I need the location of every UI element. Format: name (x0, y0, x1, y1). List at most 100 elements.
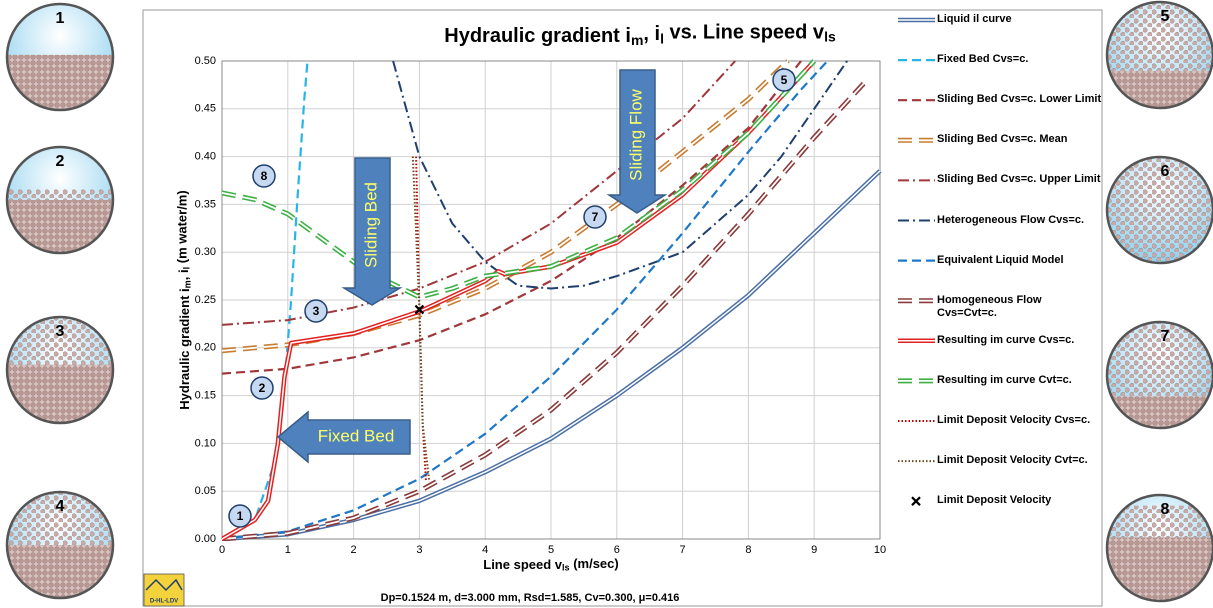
pipe-picture: 5 (1105, 0, 1213, 110)
state-marker (772, 68, 796, 92)
state-marker-label: 5 (781, 73, 788, 87)
legend-label: Sliding Bed Cvs=c. Upper Limit (937, 173, 1101, 186)
legend-entry: Limit Deposit Velocity Cvs=c. (937, 414, 1090, 426)
annotation-text: Sliding Flow (626, 88, 645, 180)
logo-box (143, 573, 185, 607)
legend-entry: Limit Deposit Velocity (937, 494, 1052, 507)
text-part: Line speed v (483, 557, 563, 572)
line-highlight (222, 60, 815, 540)
legend-label: Fixed Bed Cvs=c. (937, 53, 1029, 66)
pipe-picture: 8 (1105, 493, 1213, 603)
pipe-label: 1 (56, 10, 65, 27)
annotation-arrow (606, 69, 668, 214)
state-marker (583, 205, 607, 229)
point-marker (414, 304, 425, 315)
legend-label: Resulting im curve Cvs=c. (937, 333, 1075, 346)
state-marker (250, 376, 274, 400)
legend-label: Equivalent Liquid Model (937, 253, 1064, 266)
state-marker (252, 164, 276, 188)
pipe-suspension (1107, 157, 1213, 263)
subscript: l (660, 30, 664, 46)
pipe-picture: 2 (5, 145, 115, 255)
annotation-text: Fixed Bed (318, 426, 395, 445)
state-marker-label: 3 (313, 304, 320, 318)
annotation-arrow (341, 157, 403, 306)
text-part: (m water/m) (175, 190, 190, 267)
subscript: ls (562, 563, 570, 573)
legend-entry: Liquid il curve (937, 13, 1012, 25)
pipe-wall (5, 145, 115, 255)
chart-title: Hydraulic gradient im, il vs. Line speed… (444, 22, 836, 48)
pipe-picture: 7 (1105, 320, 1213, 430)
pipe-label: 6 (1161, 163, 1170, 180)
pipe-wall (5, 490, 115, 600)
pipe-wall (5, 315, 115, 425)
annotation-text: Sliding Bed (361, 182, 380, 268)
logo: D-HL-LDV (143, 573, 185, 607)
y-tick-label: 0.45 (195, 103, 216, 115)
x-tick-label: 10 (874, 544, 886, 556)
plot-border (221, 60, 881, 540)
x-tick-label: 9 (811, 544, 817, 556)
y-tick-label: 0.25 (195, 294, 216, 306)
legend-label: Sliding Bed Cvs=c. Lower Limit (937, 93, 1102, 106)
state-marker-label: 2 (259, 381, 266, 395)
x-tick-label: 5 (548, 544, 554, 556)
state-marker-label: 1 (237, 509, 244, 523)
text-part: , i (176, 269, 191, 280)
pipe-label: 8 (1161, 501, 1170, 518)
legend-label: Limit Deposit Velocity (937, 494, 1052, 507)
y-tick-label: 0.20 (195, 342, 216, 354)
pipe-bed (7, 364, 113, 423)
legend-entry: Sliding Bed Cvs=c. Lower Limit (937, 93, 1102, 106)
subscript: m (631, 32, 643, 48)
text-part: (m/sec) (570, 556, 619, 571)
legend-label: Homogeneous Flow Cvs=Cvt=c. (937, 293, 1042, 319)
pipe-wall (1105, 155, 1213, 265)
pipe-label: 7 (1161, 328, 1170, 345)
x-tick-label: 0 (219, 544, 225, 556)
subscript: m (183, 280, 193, 288)
legend-entry: Resulting im curve Cvt=c. (937, 373, 1072, 386)
y-tick-label: 0.05 (195, 485, 216, 497)
line-highlight (222, 60, 815, 298)
y-tick-label: 0.35 (195, 198, 216, 210)
pipe-bed (7, 545, 113, 598)
y-tick-label: 0.10 (195, 437, 216, 449)
annotation-arrow (276, 410, 411, 464)
pipe-picture: 3 (5, 315, 115, 425)
subscript: l (182, 267, 192, 270)
pipe-label: 4 (56, 498, 65, 515)
legend-label: Limit Deposit Velocity Cvt=c. (937, 454, 1088, 467)
series-line (392, 60, 848, 290)
text-part: vs. Line speed v (664, 22, 825, 44)
point-marker (911, 496, 921, 506)
legend-entry: Sliding Bed Cvs=c. Mean (937, 133, 1068, 145)
x-tick-label: 4 (482, 544, 488, 556)
y-axis-label: Hydraulic gradient im, il (m water/m) (175, 190, 193, 409)
y-tick-label: 0.30 (195, 246, 216, 258)
y-tick-label: 0.15 (195, 390, 216, 402)
series-line (222, 60, 802, 375)
pipe-wall (5, 2, 115, 112)
state-marker (304, 299, 328, 323)
line-highlight (222, 79, 868, 540)
pipe-picture: 6 (1105, 155, 1213, 265)
pipe-bed (7, 200, 113, 253)
text-part: , i (643, 23, 660, 45)
legend-entry: Homogeneous Flow Cvs=Cvt=c. (937, 293, 1042, 319)
pipe-picture: 4 (5, 490, 115, 600)
subscript: ls (824, 28, 836, 44)
footnote: Dp=0.1524 m, d=3.000 mm, Rsd=1.585, Cv=0… (381, 592, 680, 604)
y-tick-label: 0.40 (195, 151, 216, 163)
legend-label: Heterogeneous Flow Cvs=c. (937, 213, 1085, 226)
x-tick-label: 6 (614, 544, 620, 556)
legend-entry: Fixed Bed Cvs=c. (937, 53, 1029, 66)
x-tick-label: 8 (745, 544, 751, 556)
y-tick-label: 0.00 (195, 533, 216, 545)
legend-label: Resulting im curve Cvt=c. (937, 373, 1072, 386)
pipe-bed (7, 54, 113, 110)
pipe-bed (1107, 70, 1213, 108)
logo-icon (145, 578, 183, 592)
